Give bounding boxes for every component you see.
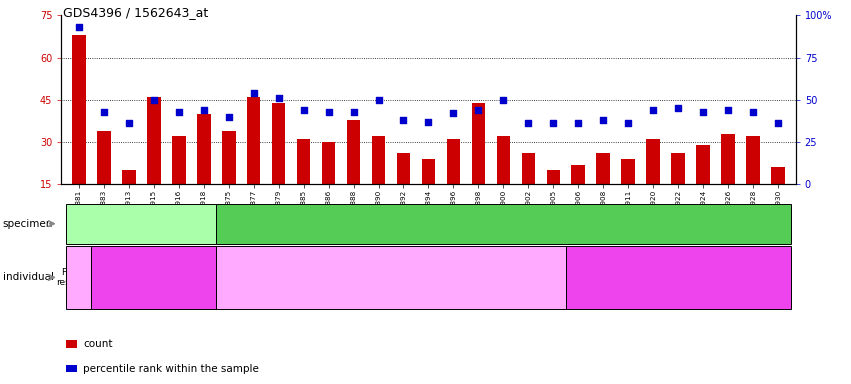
Text: GDS4396 / 1562643_at: GDS4396 / 1562643_at	[63, 6, 208, 19]
Point	[222, 114, 236, 120]
Bar	[222, 131, 236, 184]
Bar	[147, 97, 161, 184]
Bar	[771, 167, 785, 184]
Bar	[66, 246, 91, 309]
Bar	[297, 139, 311, 184]
Text: FOLFOX responder: FOLFOX responder	[349, 273, 433, 282]
Point	[572, 121, 585, 127]
Text: FOLFOX non-responder: FOLFOX non-responder	[626, 273, 730, 282]
Bar	[421, 159, 436, 184]
Bar	[91, 246, 216, 309]
Text: count: count	[83, 339, 113, 349]
Point	[271, 95, 285, 101]
Point	[522, 121, 535, 127]
Bar	[216, 204, 791, 244]
Point	[197, 107, 210, 113]
Bar	[216, 246, 566, 309]
Point	[147, 97, 161, 103]
Point	[746, 109, 760, 115]
Bar	[522, 153, 535, 184]
Text: FOLFOX
non-responder: FOLFOX non-responder	[121, 268, 186, 287]
Text: specimen: specimen	[3, 218, 53, 229]
Bar	[671, 153, 685, 184]
Bar	[746, 136, 760, 184]
Bar	[647, 139, 660, 184]
Point	[322, 109, 335, 115]
Bar	[372, 136, 386, 184]
Point	[471, 107, 485, 113]
Text: metastatic lesion: metastatic lesion	[96, 218, 186, 229]
Point	[297, 107, 311, 113]
Point	[97, 109, 111, 115]
Text: FOLFOX
responder: FOLFOX responder	[56, 268, 102, 287]
Text: percentile rank within the sample: percentile rank within the sample	[83, 364, 260, 374]
Bar	[66, 365, 77, 372]
Bar	[566, 246, 791, 309]
Point	[172, 109, 186, 115]
Point	[397, 117, 410, 123]
Point	[771, 121, 785, 127]
Point	[122, 121, 135, 127]
Point	[447, 110, 460, 116]
Bar	[122, 170, 135, 184]
Text: primary lesion: primary lesion	[465, 218, 541, 229]
Text: individual: individual	[3, 272, 54, 283]
Bar	[572, 165, 585, 184]
Point	[722, 107, 735, 113]
Bar	[247, 97, 260, 184]
Bar	[271, 103, 285, 184]
Point	[597, 117, 610, 123]
Point	[247, 90, 260, 96]
Bar	[397, 153, 410, 184]
Point	[72, 24, 86, 30]
Bar	[71, 35, 86, 184]
Bar	[172, 136, 186, 184]
Bar	[722, 134, 735, 184]
Bar	[496, 136, 511, 184]
Bar	[66, 340, 77, 348]
Point	[421, 119, 435, 125]
Bar	[621, 159, 635, 184]
Point	[621, 121, 635, 127]
Bar	[447, 139, 460, 184]
Point	[546, 121, 560, 127]
Point	[671, 105, 685, 111]
Bar	[696, 145, 710, 184]
Bar	[66, 204, 216, 244]
Bar	[197, 114, 210, 184]
Bar	[322, 142, 335, 184]
Point	[647, 107, 660, 113]
Point	[372, 97, 386, 103]
Point	[497, 97, 511, 103]
Point	[346, 109, 360, 115]
Bar	[597, 153, 610, 184]
Point	[696, 109, 710, 115]
Bar	[346, 119, 361, 184]
Bar	[471, 103, 485, 184]
Bar	[97, 131, 111, 184]
Bar	[546, 170, 560, 184]
